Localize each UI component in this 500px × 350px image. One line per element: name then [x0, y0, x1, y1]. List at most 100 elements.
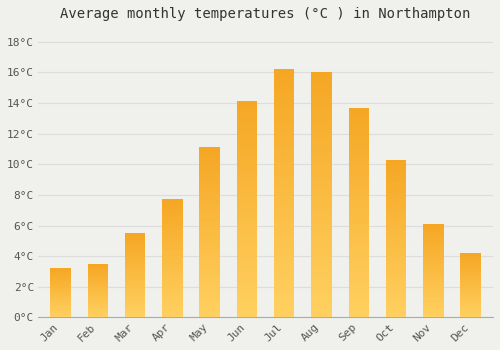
Bar	[348, 221, 369, 223]
Bar	[200, 256, 220, 258]
Bar	[274, 129, 294, 131]
Bar	[200, 163, 220, 164]
Bar	[460, 293, 481, 294]
Bar	[386, 311, 406, 313]
Bar	[348, 196, 369, 198]
Bar	[312, 268, 332, 271]
Bar	[50, 283, 70, 284]
Bar	[460, 263, 481, 264]
Bar	[348, 200, 369, 202]
Bar	[423, 241, 444, 242]
Bar	[386, 300, 406, 302]
Bar	[348, 187, 369, 189]
Bar	[125, 248, 146, 249]
Bar	[274, 308, 294, 310]
Bar	[274, 193, 294, 196]
Bar	[125, 250, 146, 251]
Bar	[348, 116, 369, 118]
Bar	[200, 164, 220, 166]
Bar	[386, 254, 406, 256]
Bar	[88, 275, 108, 276]
Bar	[200, 149, 220, 151]
Bar	[236, 142, 257, 145]
Bar	[386, 239, 406, 240]
Bar	[162, 295, 182, 296]
Bar	[460, 304, 481, 305]
Bar	[162, 292, 182, 293]
Bar	[125, 301, 146, 302]
Bar	[348, 158, 369, 160]
Bar	[162, 299, 182, 300]
Bar	[386, 194, 406, 196]
Bar	[236, 270, 257, 272]
Bar	[274, 174, 294, 176]
Bar	[162, 224, 182, 225]
Bar	[348, 152, 369, 154]
Bar	[386, 258, 406, 259]
Bar	[50, 309, 70, 310]
Bar	[200, 244, 220, 246]
Bar	[88, 269, 108, 270]
Bar	[200, 313, 220, 314]
Bar	[460, 261, 481, 262]
Bar	[460, 312, 481, 313]
Bar	[236, 259, 257, 261]
Bar	[200, 205, 220, 207]
Bar	[274, 268, 294, 270]
Bar	[125, 233, 146, 234]
Bar	[348, 303, 369, 305]
Bar	[386, 242, 406, 243]
Bar	[312, 210, 332, 212]
Bar	[274, 176, 294, 178]
Bar	[274, 228, 294, 231]
Bar	[162, 237, 182, 238]
Bar	[348, 208, 369, 210]
Bar	[88, 290, 108, 291]
Bar	[200, 278, 220, 280]
Bar	[460, 275, 481, 276]
Bar	[162, 255, 182, 256]
Bar	[312, 239, 332, 241]
Bar	[125, 255, 146, 256]
Bar	[312, 295, 332, 298]
Bar	[236, 170, 257, 173]
Bar	[125, 270, 146, 271]
Bar	[386, 276, 406, 278]
Bar	[50, 286, 70, 287]
Bar	[423, 269, 444, 270]
Bar	[312, 281, 332, 283]
Bar	[460, 277, 481, 278]
Bar	[348, 223, 369, 225]
Bar	[162, 289, 182, 290]
Bar	[312, 114, 332, 117]
Bar	[386, 272, 406, 273]
Bar	[200, 217, 220, 219]
Bar	[460, 295, 481, 296]
Bar	[386, 175, 406, 177]
Bar	[200, 207, 220, 209]
Bar	[236, 155, 257, 158]
Bar	[386, 204, 406, 205]
Bar	[386, 212, 406, 213]
Bar	[162, 309, 182, 310]
Bar	[423, 245, 444, 246]
Bar	[460, 298, 481, 299]
Bar	[162, 274, 182, 275]
Bar	[312, 195, 332, 197]
Bar	[162, 273, 182, 274]
Bar	[162, 240, 182, 241]
Bar	[386, 216, 406, 218]
Bar	[236, 281, 257, 283]
Bar	[460, 278, 481, 279]
Bar	[274, 248, 294, 251]
Bar	[460, 262, 481, 263]
Bar	[162, 306, 182, 307]
Bar	[88, 291, 108, 292]
Bar	[274, 151, 294, 154]
Bar	[423, 264, 444, 265]
Bar	[200, 193, 220, 195]
Bar	[200, 214, 220, 215]
Bar	[274, 74, 294, 77]
Bar	[348, 278, 369, 280]
Bar	[312, 261, 332, 264]
